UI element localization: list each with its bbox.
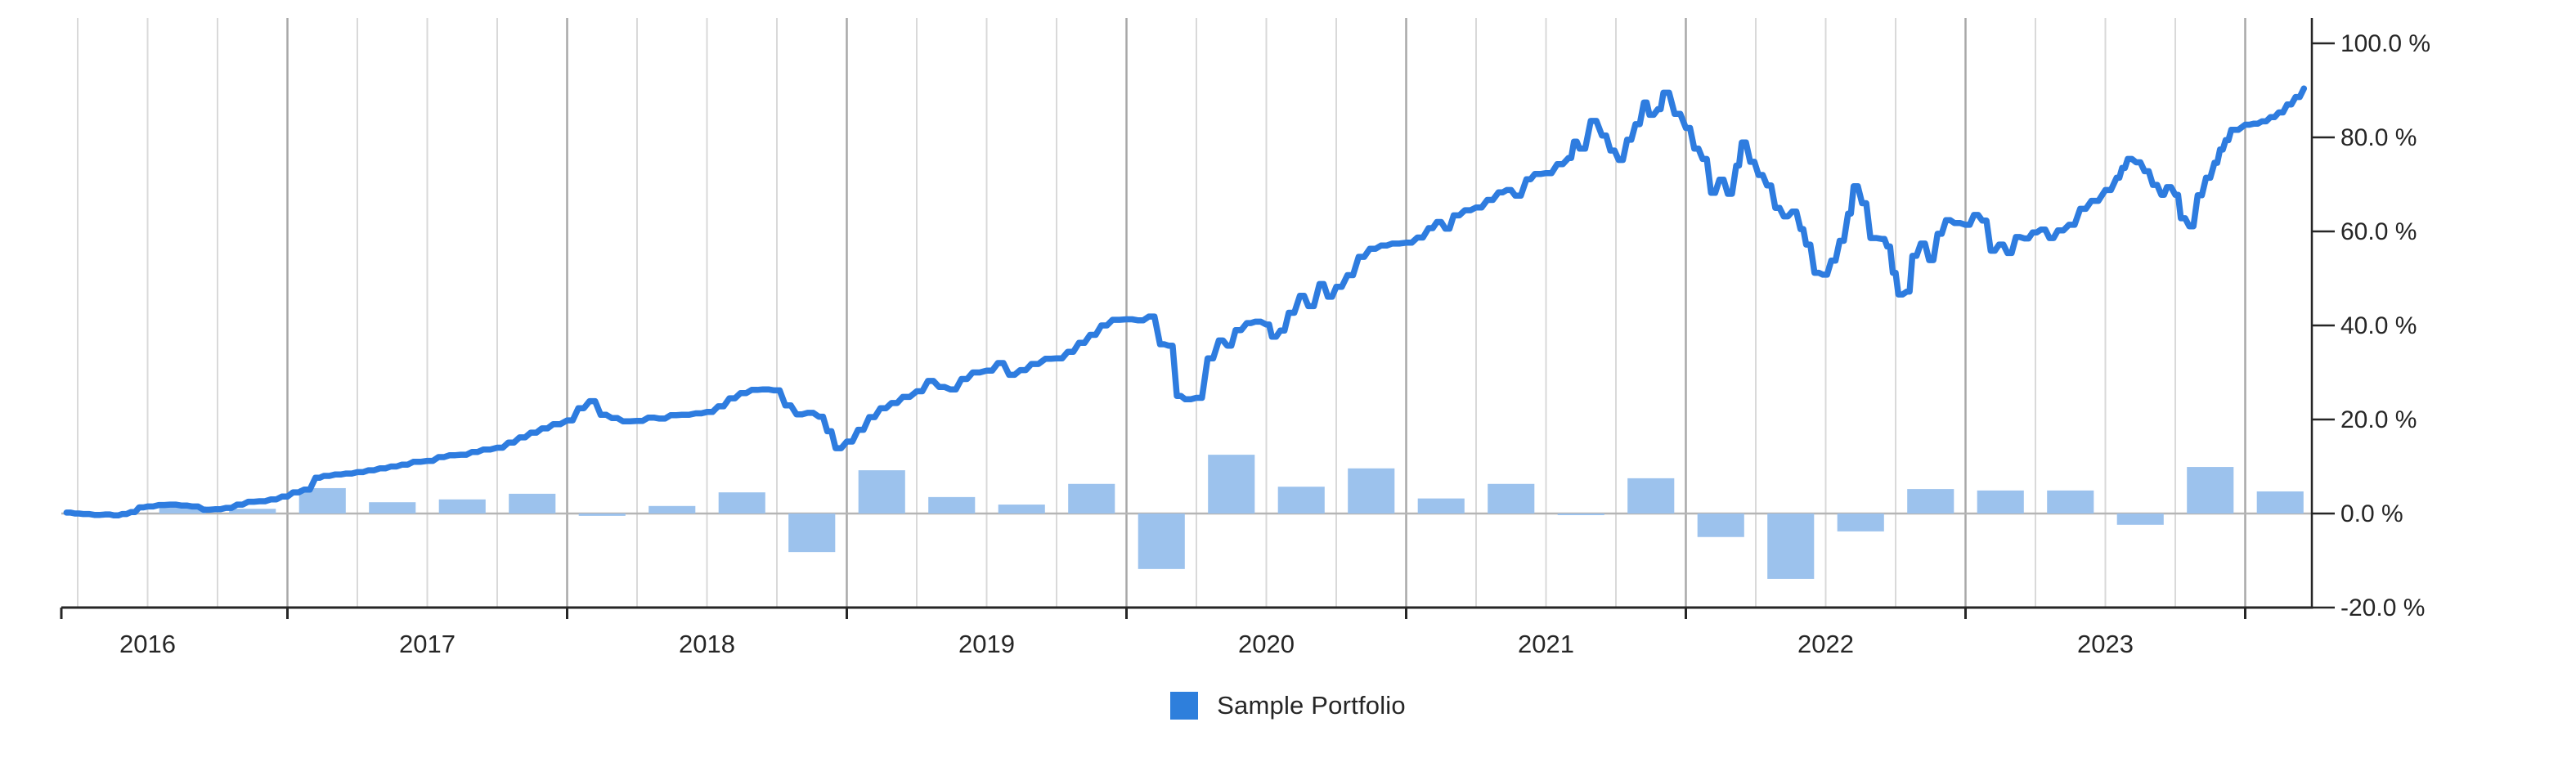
quarter-return-bar[interactable] bbox=[2047, 490, 2094, 514]
y-tick-label: 20.0 % bbox=[2340, 406, 2417, 433]
quarter-return-bar[interactable] bbox=[1557, 514, 1604, 515]
y-tick-label: 60.0 % bbox=[2340, 218, 2417, 245]
x-axis bbox=[60, 606, 2313, 619]
year-label-2023: 2023 bbox=[2077, 630, 2134, 658]
quarter-return-bar[interactable] bbox=[2256, 491, 2304, 514]
quarter-return-bar[interactable] bbox=[509, 493, 556, 514]
quarter-return-bar[interactable] bbox=[438, 499, 486, 514]
y-tick-label: 100.0 % bbox=[2340, 30, 2430, 57]
quarter-return-bar[interactable] bbox=[2187, 467, 2234, 514]
quarter-return-bar[interactable] bbox=[369, 502, 416, 514]
quarter-return-bar[interactable] bbox=[1977, 490, 2024, 514]
legend-label[interactable]: Sample Portfolio bbox=[1217, 691, 1406, 720]
quarter-return-bar[interactable] bbox=[788, 514, 836, 553]
quarter-return-bar[interactable] bbox=[1208, 455, 1255, 514]
y-tick-label: -20.0 % bbox=[2340, 594, 2425, 621]
year-label-2017: 2017 bbox=[399, 630, 456, 658]
year-label-2016: 2016 bbox=[119, 630, 176, 658]
year-label-2022: 2022 bbox=[1797, 630, 1854, 658]
cumulative-return-line bbox=[63, 85, 2308, 519]
quarter-return-bar[interactable] bbox=[1907, 489, 1954, 514]
legend: Sample Portfolio bbox=[0, 691, 2576, 720]
cumulative-return-path[interactable] bbox=[63, 85, 2308, 519]
quarter-return-bar[interactable] bbox=[928, 496, 976, 514]
quarter-return-bar[interactable] bbox=[1277, 487, 1325, 514]
quarter-return-bar[interactable] bbox=[229, 509, 276, 514]
quarter-return-bar[interactable] bbox=[159, 506, 206, 514]
quarter-return-bar[interactable] bbox=[1138, 514, 1185, 569]
year-label-2019: 2019 bbox=[958, 630, 1015, 658]
quarter-return-bar[interactable] bbox=[1488, 483, 1535, 514]
quarter-return-bar[interactable] bbox=[1417, 498, 1465, 514]
year-label-2020: 2020 bbox=[1238, 630, 1295, 658]
y-tick-label: 80.0 % bbox=[2340, 124, 2417, 151]
quarter-gridlines bbox=[77, 18, 2176, 608]
quarterly-return-bars bbox=[159, 455, 2304, 579]
quarter-return-bar[interactable] bbox=[1348, 468, 1395, 514]
y-tick-label: 0.0 % bbox=[2340, 500, 2403, 527]
quarter-return-bar[interactable] bbox=[1697, 514, 1744, 537]
y-tick-label: 40.0 % bbox=[2340, 312, 2417, 339]
year-label-2021: 2021 bbox=[1518, 630, 1574, 658]
quarter-return-bar[interactable] bbox=[998, 505, 1045, 514]
x-axis-year-labels: 2016 2017 2018 2019 2020 2021 2022 2023 bbox=[119, 630, 2134, 658]
quarter-return-bar[interactable] bbox=[578, 514, 626, 516]
quarter-return-bar[interactable] bbox=[2116, 514, 2164, 525]
quarter-return-bar[interactable] bbox=[858, 470, 905, 514]
y-axis bbox=[2310, 18, 2335, 609]
quarter-return-bar[interactable] bbox=[1837, 514, 1884, 532]
year-gridlines bbox=[286, 18, 2246, 608]
legend-swatch[interactable] bbox=[1170, 692, 1199, 720]
y-axis-percent-labels: 100.0 % 80.0 % 60.0 % 40.0 % 20.0 % 0.0 % -20.… bbox=[2340, 30, 2430, 621]
quarter-return-bar[interactable] bbox=[1627, 478, 1675, 514]
year-label-2018: 2018 bbox=[679, 630, 735, 658]
quarter-return-bar[interactable] bbox=[648, 505, 696, 514]
quarter-return-bar[interactable] bbox=[718, 492, 765, 514]
quarter-return-bar[interactable] bbox=[1068, 483, 1115, 514]
quarter-return-bar[interactable] bbox=[1767, 514, 1815, 579]
